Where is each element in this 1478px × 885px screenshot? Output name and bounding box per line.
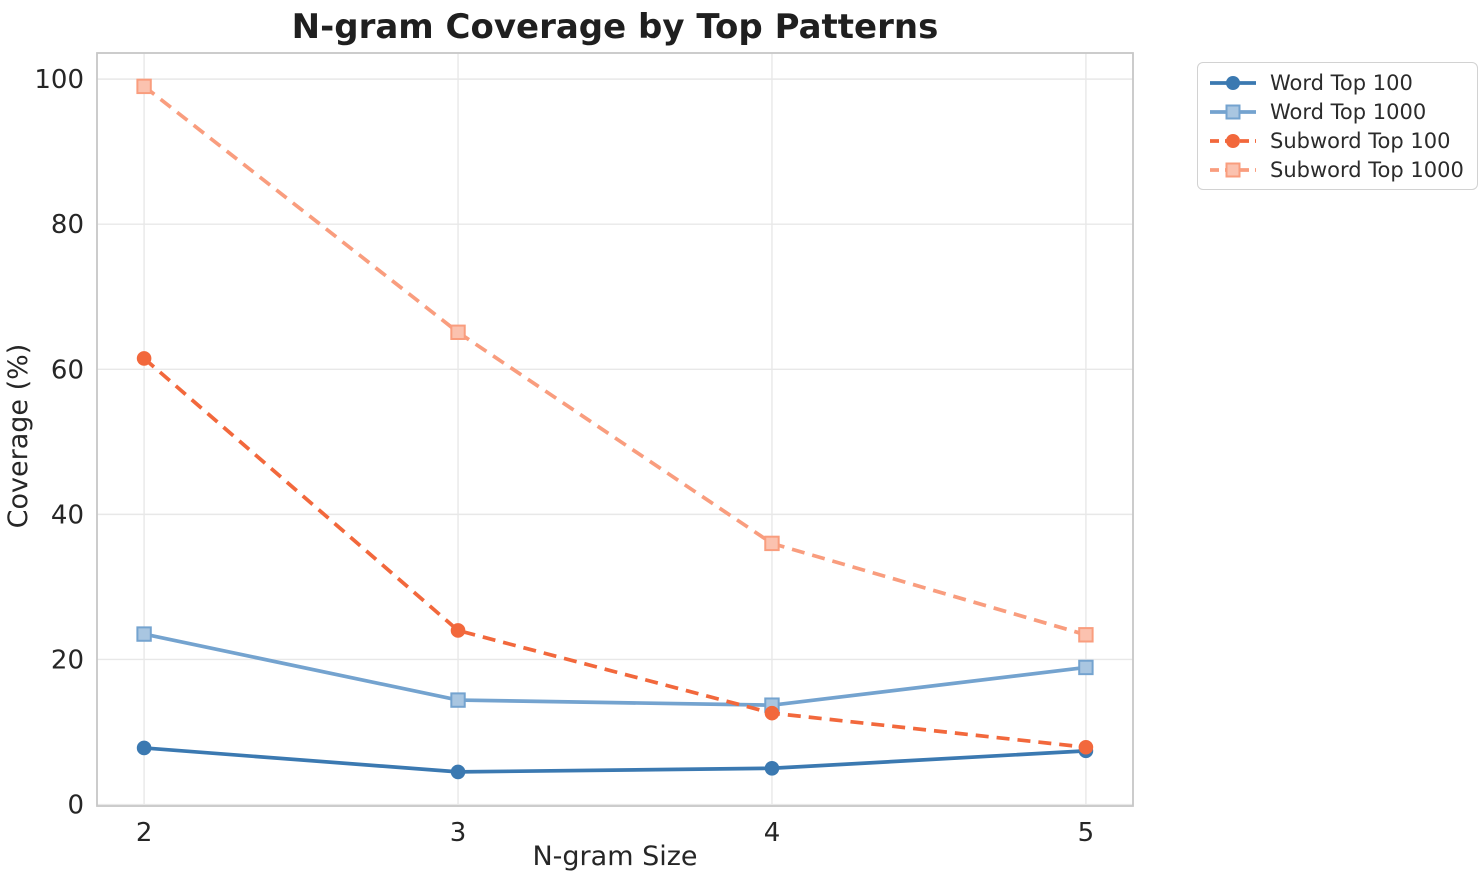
y-tick-label: 100 <box>34 65 84 95</box>
data-point <box>764 535 780 552</box>
x-tick-label: 4 <box>764 818 781 848</box>
legend-swatch <box>1210 75 1256 90</box>
legend-marker <box>1226 75 1240 90</box>
x-tick-label: 2 <box>136 818 153 848</box>
data-point <box>1078 659 1094 676</box>
legend-label: Subword Top 100 <box>1270 128 1451 153</box>
y-axis-label: Coverage (%) <box>3 344 34 529</box>
legend-swatch <box>1210 162 1256 177</box>
series-line-word-top-1000 <box>143 632 1087 708</box>
data-point <box>450 324 466 340</box>
legend-swatch <box>1210 104 1256 119</box>
data-point <box>1078 739 1094 755</box>
legend-label: Word Top 100 <box>1270 70 1413 95</box>
legend-marker <box>1225 162 1241 177</box>
tick-layer: 2 3 4 5 0 20 40 60 80 100 <box>34 65 1094 848</box>
x-tick-label: 3 <box>450 818 467 848</box>
y-tick-label: 0 <box>67 791 84 821</box>
data-point <box>764 705 780 721</box>
y-tick-label: 80 <box>51 210 84 240</box>
legend-label: Subword Top 1000 <box>1270 157 1464 182</box>
data-point <box>450 623 466 638</box>
data-point <box>136 626 152 642</box>
legend-item: Subword Top 100 <box>1209 126 1464 155</box>
data-point <box>764 760 780 776</box>
grid-layer <box>96 52 1134 807</box>
data-point <box>136 351 152 366</box>
series-line-subword-top-1000 <box>142 84 1087 637</box>
y-tick-label: 60 <box>51 355 84 385</box>
legend-item: Subword Top 1000 <box>1209 155 1464 184</box>
y-tick-label: 40 <box>51 500 84 530</box>
legend-item: Word Top 1000 <box>1209 97 1464 126</box>
legend-label: Word Top 1000 <box>1270 99 1427 124</box>
legend-marker <box>1225 104 1241 119</box>
legend-item: Word Top 100 <box>1209 68 1464 97</box>
x-axis-label: N-gram Size <box>532 841 698 872</box>
data-point <box>136 740 152 756</box>
series-line-word-top-100 <box>143 746 1087 774</box>
chart-title: N-gram Coverage by Top Patterns <box>291 7 939 47</box>
data-point <box>136 78 152 95</box>
legend-swatch <box>1210 133 1256 148</box>
plot-border <box>96 52 1134 807</box>
x-tick-label: 5 <box>1078 818 1095 848</box>
data-point <box>450 764 466 780</box>
data-point <box>450 692 466 708</box>
legend-marker <box>1226 133 1240 148</box>
data-point <box>1078 627 1094 643</box>
legend: Word Top 100 Word Top 1000 Subword Top 100… <box>1197 62 1478 190</box>
series-line-subword-top-100 <box>142 357 1087 750</box>
series-layer <box>136 78 1094 780</box>
y-tick-label: 20 <box>51 645 84 675</box>
